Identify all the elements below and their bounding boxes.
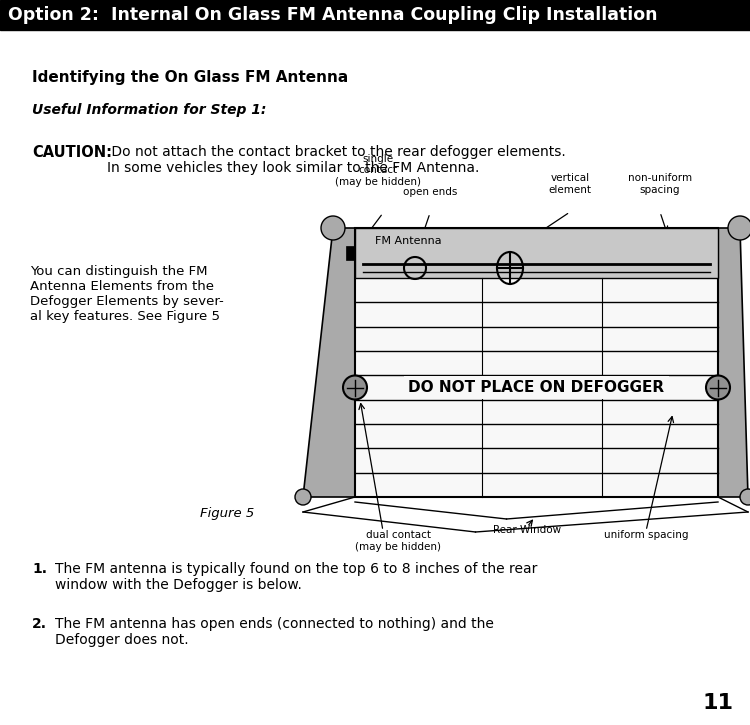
Circle shape [321,216,345,240]
Text: FM Antenna: FM Antenna [375,236,442,246]
Polygon shape [716,228,748,497]
Text: 11: 11 [703,693,734,713]
Text: The FM antenna is typically found on the top 6 to 8 inches of the rear
window wi: The FM antenna is typically found on the… [55,562,537,592]
Text: You can distinguish the FM
Antenna Elements from the
Defogger Elements by sever-: You can distinguish the FM Antenna Eleme… [30,265,224,323]
Text: 1.: 1. [32,562,47,576]
Text: Rear Window: Rear Window [493,525,561,535]
Text: 2.: 2. [32,617,47,631]
Text: uniform spacing: uniform spacing [604,530,688,540]
Text: CAUTION:: CAUTION: [32,145,112,160]
Text: open ends: open ends [403,187,457,197]
Bar [346,246,355,260]
Text: dual contact
(may be hidden): dual contact (may be hidden) [355,530,441,552]
Circle shape [706,376,730,399]
Text: Do not attach the contact bracket to the rear defogger elements.
In some vehicle: Do not attach the contact bracket to the… [107,145,566,175]
Bar [355,228,718,278]
Text: Figure 5: Figure 5 [200,507,254,520]
Circle shape [728,216,750,240]
Text: non-uniform
spacing: non-uniform spacing [628,173,692,195]
Text: Identifying the On Glass FM Antenna: Identifying the On Glass FM Antenna [32,70,348,85]
Text: vertical
element: vertical element [548,173,592,195]
Circle shape [295,489,311,505]
Circle shape [343,376,367,399]
Polygon shape [303,228,358,497]
Text: The FM antenna has open ends (connected to nothing) and the
Defogger does not.: The FM antenna has open ends (connected … [55,617,494,647]
Circle shape [740,489,750,505]
Text: Useful Information for Step 1:: Useful Information for Step 1: [32,103,266,117]
Text: single
contact
(may be hidden): single contact (may be hidden) [335,154,421,187]
Text: DO NOT PLACE ON DEFOGGER: DO NOT PLACE ON DEFOGGER [409,380,664,395]
Text: Option 2:  Internal On Glass FM Antenna Coupling Clip Installation: Option 2: Internal On Glass FM Antenna C… [8,6,658,24]
Bar [355,228,718,497]
Bar [0,0,750,30]
